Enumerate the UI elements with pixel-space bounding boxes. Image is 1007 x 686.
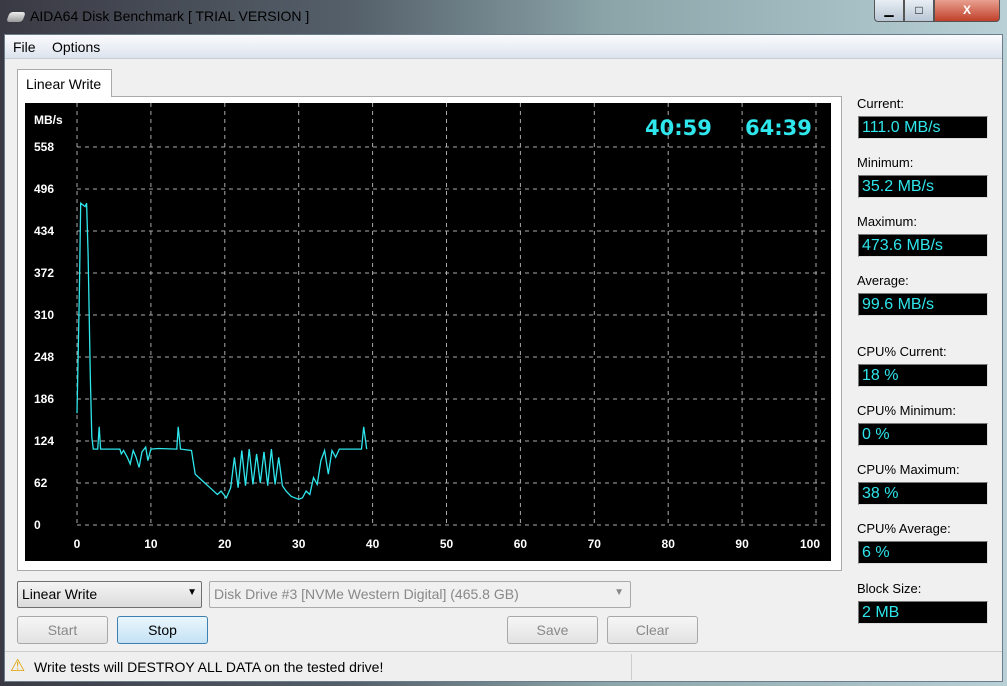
warning-icon: ⚠ [10, 656, 26, 675]
test-type-select[interactable]: Linear Write ▼ [17, 581, 202, 608]
x-tick-label: 60 [514, 537, 528, 551]
y-tick-label: 310 [34, 308, 54, 322]
y-tick-label: 372 [34, 266, 54, 280]
status-bar: ⚠ Write tests will DESTROY ALL DATA on t… [5, 651, 1002, 681]
tab-linear-write[interactable]: Linear Write [17, 69, 112, 97]
elapsed-time: 40:59 [645, 116, 712, 140]
close-button[interactable]: X [934, 0, 1000, 22]
stat-value: 35.2 MB/s [858, 175, 988, 198]
start-button[interactable]: Start [17, 616, 108, 644]
app-icon [6, 12, 26, 22]
y-tick-label: 434 [34, 224, 54, 238]
chevron-down-icon: ▼ [187, 587, 197, 598]
menu-file[interactable]: File [13, 39, 36, 55]
x-tick-label: 20 [218, 537, 232, 551]
stat-value: 473.6 MB/s [858, 234, 988, 257]
save-button[interactable]: Save [507, 616, 598, 644]
status-text: Write tests will DESTROY ALL DATA on the… [34, 659, 384, 675]
x-tick-label: 90 [735, 537, 749, 551]
stat-label: Minimum: [857, 155, 914, 170]
x-tick-label: 70 [588, 537, 602, 551]
stat-value: 6 % [858, 541, 988, 564]
stop-button[interactable]: Stop [117, 616, 208, 644]
total-time: 64:39 [745, 116, 812, 140]
y-tick-label: 186 [34, 392, 54, 406]
x-tick-label: 0 [74, 537, 81, 551]
stat-value: 0 % [858, 423, 988, 446]
stat-value: 2 MB [858, 601, 988, 624]
x-tick-label: 40 [366, 537, 380, 551]
y-tick-label: 0 [34, 518, 41, 532]
title-bar: AIDA64 Disk Benchmark [ TRIAL VERSION ] … [0, 0, 1007, 34]
menu-bar: File Options [5, 35, 1002, 59]
stat-value: 111.0 MB/s [858, 116, 988, 139]
status-divider [631, 654, 632, 680]
y-tick-label: 124 [34, 434, 54, 448]
stat-label: Block Size: [857, 581, 922, 596]
y-tick-label: 558 [34, 140, 54, 154]
minimize-button[interactable]: ▁ [874, 0, 904, 22]
maximize-button[interactable]: □ [904, 0, 934, 22]
x-tick-label: 10 [144, 537, 158, 551]
stat-value: 18 % [858, 364, 988, 387]
x-tick-label: 80 [662, 537, 676, 551]
clear-button[interactable]: Clear [607, 616, 698, 644]
x-tick-label: 30 [292, 537, 306, 551]
stat-label: Maximum: [857, 214, 917, 229]
window-title: AIDA64 Disk Benchmark [ TRIAL VERSION ] [30, 8, 310, 24]
y-tick-label: 496 [34, 182, 54, 196]
menu-options[interactable]: Options [52, 39, 101, 55]
chart-svg: 0102030405060708090100%06212418624831037… [34, 103, 849, 551]
drive-select[interactable]: Disk Drive #3 [NVMe Western Digital] (46… [209, 581, 631, 608]
drive-value: Disk Drive #3 [NVMe Western Digital] (46… [214, 586, 519, 602]
benchmark-chart: 0102030405060708090100%06212418624831037… [25, 103, 849, 561]
stat-label: CPU% Average: [857, 521, 951, 536]
y-axis-unit: MB/s [34, 113, 63, 127]
stat-value: 38 % [858, 482, 988, 505]
test-type-value: Linear Write [22, 586, 98, 602]
stat-value: 99.6 MB/s [858, 293, 988, 316]
stat-label: CPU% Current: [857, 344, 947, 359]
chevron-down-icon: ▼ [614, 587, 624, 598]
y-tick-label: 62 [34, 476, 48, 490]
stat-label: Current: [857, 96, 904, 111]
stat-label: Average: [857, 273, 909, 288]
y-tick-label: 248 [34, 350, 54, 364]
app-window: File Options Linear Write 0 10 20 30 40 50 60 7… [4, 34, 1003, 682]
stat-label: CPU% Maximum: [857, 462, 960, 477]
x-tick-label: 100 [800, 537, 820, 551]
stat-label: CPU% Minimum: [857, 403, 956, 418]
write-speed-line [76, 201, 368, 500]
x-tick-label: 50 [440, 537, 454, 551]
